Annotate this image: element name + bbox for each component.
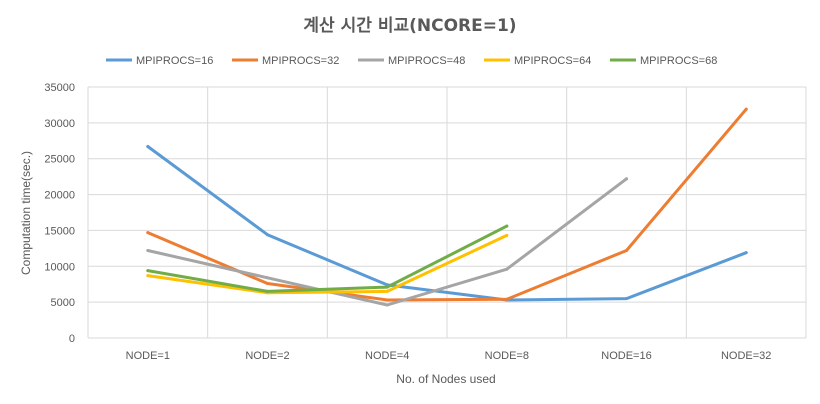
data-point	[625, 249, 628, 253]
data-point	[266, 233, 269, 237]
data-point	[146, 145, 150, 149]
data-point	[266, 276, 269, 280]
legend-label: MPIPROCS=48	[388, 55, 465, 67]
data-point	[146, 231, 150, 235]
x-tick-label: NODE=16	[601, 350, 651, 362]
data-point	[266, 289, 269, 293]
legend: MPIPROCS=16 MPIPROCS=32 MPIPROCS=48 MPIPROC…	[106, 55, 717, 67]
data-point	[625, 177, 628, 181]
data-point	[385, 285, 389, 289]
data-point	[505, 267, 509, 271]
data-point	[505, 297, 509, 301]
data-point	[146, 274, 150, 278]
y-tick-label: 35000	[44, 82, 75, 94]
data-point	[385, 303, 389, 307]
y-axis-ticks: 0 5000 10000 15000 20000 25000 30000 35000	[44, 82, 75, 345]
y-tick-label: 20000	[44, 190, 75, 202]
data-point	[385, 298, 389, 302]
series-line-1	[146, 145, 748, 302]
y-tick-label: 25000	[44, 154, 75, 166]
y-axis-label: Computation time(sec.)	[19, 151, 33, 275]
x-tick-label: NODE=32	[721, 350, 771, 362]
y-tick-label: 10000	[44, 261, 75, 273]
x-axis-label: No. of Nodes used	[396, 372, 495, 386]
series-line-5	[146, 224, 509, 293]
data-point	[385, 289, 389, 293]
data-point	[744, 107, 748, 111]
data-point	[505, 224, 509, 228]
data-point	[744, 251, 748, 255]
legend-label: MPIPROCS=32	[262, 55, 339, 67]
gridlines	[87, 86, 807, 339]
data-point	[146, 249, 150, 253]
x-tick-label: NODE=4	[365, 350, 409, 362]
legend-label: MPIPROCS=68	[640, 55, 717, 67]
y-tick-label: 30000	[44, 118, 75, 130]
legend-label: MPIPROCS=64	[514, 55, 591, 67]
legend-label: MPIPROCS=16	[136, 55, 213, 67]
x-axis-ticks: NODE=1 NODE=2 NODE=4 NODE=8 NODE=16 NODE=32	[126, 350, 772, 362]
y-tick-label: 0	[69, 333, 75, 345]
y-tick-label: 15000	[44, 225, 75, 237]
x-tick-label: NODE=8	[485, 350, 529, 362]
data-point	[625, 297, 628, 301]
chart-title: 계산 시간 비교(NCORE=1)	[303, 16, 516, 36]
y-tick-label: 5000	[51, 297, 75, 309]
series-line-4	[146, 233, 509, 295]
x-tick-label: NODE=1	[126, 350, 170, 362]
x-tick-label: NODE=2	[245, 350, 289, 362]
data-point	[146, 269, 150, 273]
series-line-2	[146, 107, 748, 302]
data-point	[505, 233, 509, 237]
series-lines	[146, 107, 748, 307]
data-point	[266, 281, 269, 285]
